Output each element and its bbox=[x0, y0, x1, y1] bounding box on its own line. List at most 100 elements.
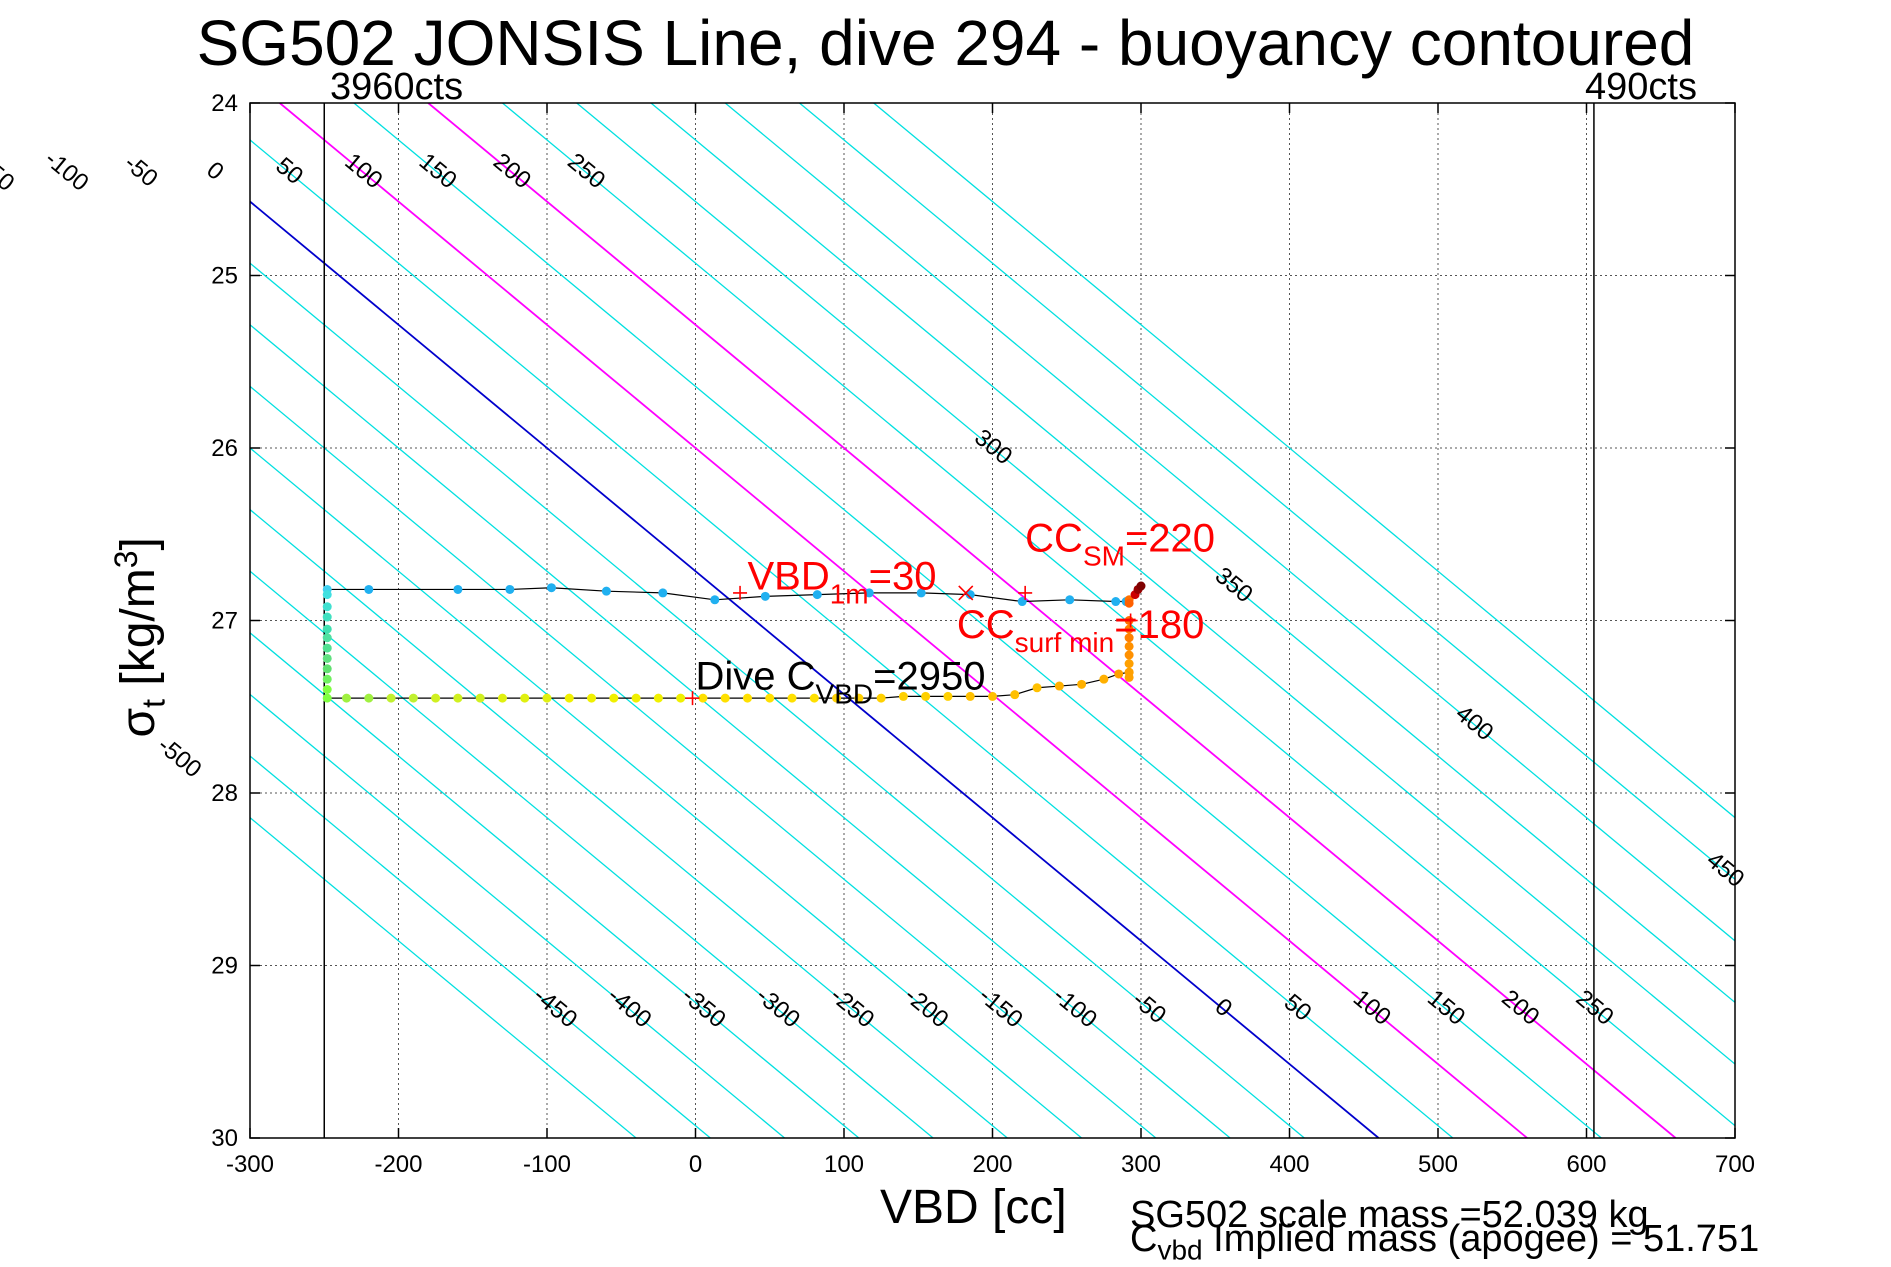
data-point bbox=[520, 693, 530, 703]
y-tick-label: 25 bbox=[211, 263, 238, 290]
contour-line bbox=[250, 693, 786, 1138]
y-axis-label-subscript: t bbox=[135, 698, 172, 708]
contour-line bbox=[650, 103, 1735, 1004]
data-point bbox=[1065, 595, 1075, 605]
annotation-value: =180 bbox=[1114, 603, 1204, 647]
data-point bbox=[631, 693, 641, 703]
data-point bbox=[658, 588, 668, 598]
plus-marker bbox=[685, 691, 700, 706]
data-point bbox=[1077, 679, 1087, 689]
axis-ticks: -300 -200 -100 0 100 200 300 400 500 600 700 24 25 26… bbox=[211, 90, 1755, 1178]
data-point bbox=[1124, 650, 1134, 660]
annotation-value: =2950 bbox=[873, 655, 985, 699]
data-point bbox=[386, 693, 396, 703]
contour-line bbox=[250, 385, 1157, 1138]
data-point bbox=[322, 693, 332, 703]
data-point bbox=[898, 691, 908, 701]
data-point bbox=[812, 590, 822, 600]
data-point bbox=[453, 584, 463, 594]
data-point bbox=[720, 693, 730, 703]
annotation-label: VBD1m=30 bbox=[747, 554, 936, 609]
data-point bbox=[965, 590, 975, 600]
y-tick-label: 28 bbox=[211, 780, 238, 807]
y-tick-label: 30 bbox=[211, 1125, 238, 1152]
annotation-subscript: SM bbox=[1083, 541, 1125, 572]
data-point bbox=[322, 674, 332, 684]
data-point bbox=[1054, 681, 1064, 691]
markers bbox=[685, 585, 1138, 706]
contour-line bbox=[250, 262, 1305, 1138]
contour-line bbox=[250, 139, 1454, 1138]
data-point bbox=[322, 602, 332, 612]
y-tick-label: 27 bbox=[211, 608, 238, 635]
series-line bbox=[327, 587, 1127, 603]
data-point bbox=[876, 693, 886, 703]
plus-marker bbox=[1123, 613, 1138, 628]
y-axis-label-symbol: σ bbox=[111, 707, 165, 738]
contour-line bbox=[250, 816, 637, 1138]
series-bottom bbox=[322, 590, 332, 694]
data-point bbox=[653, 693, 663, 703]
data-point bbox=[765, 693, 775, 703]
contour-line bbox=[799, 103, 1735, 881]
contour-line bbox=[427, 103, 1677, 1138]
y-axis-label-superscript: 3 bbox=[107, 550, 144, 569]
data-point bbox=[601, 586, 611, 596]
data-point bbox=[710, 595, 720, 605]
contour-line bbox=[250, 631, 860, 1138]
contour-lines bbox=[250, 103, 1735, 1138]
annotation-value: =220 bbox=[1125, 517, 1215, 561]
right-counts-label: 490cts bbox=[1585, 66, 1697, 108]
x-axis-label: VBD [cc] bbox=[880, 1181, 1067, 1234]
x-tick-label: 600 bbox=[1566, 1151, 1606, 1178]
data-point bbox=[475, 693, 485, 703]
data-point bbox=[676, 693, 686, 703]
data-point bbox=[322, 685, 332, 694]
data-point bbox=[742, 693, 752, 703]
data-point bbox=[1099, 674, 1109, 684]
x-tick-label: 0 bbox=[689, 1151, 702, 1178]
y-axis-label-unit: [kg/m bbox=[111, 568, 165, 699]
footer-implied-mass-symbol: C bbox=[1130, 1218, 1158, 1260]
data-point bbox=[322, 633, 332, 643]
y-tick-label: 26 bbox=[211, 435, 238, 462]
data-point bbox=[322, 624, 332, 634]
data-point bbox=[921, 691, 931, 701]
data-point bbox=[1032, 683, 1042, 693]
data-point bbox=[1124, 672, 1134, 682]
data-point bbox=[787, 693, 797, 703]
data-point bbox=[364, 693, 374, 703]
footer-implied-mass: Cvbd Implied mass (apogee) = 51.751 bbox=[1130, 1218, 1759, 1267]
annotation-main: CC bbox=[957, 603, 1015, 647]
contour-label: 450 bbox=[1701, 847, 1749, 893]
data-point bbox=[564, 693, 574, 703]
contour-label: -50 bbox=[119, 150, 163, 193]
data-point bbox=[587, 693, 597, 703]
contour-line bbox=[724, 103, 1735, 942]
data-point bbox=[453, 693, 463, 703]
annotation-label: Dive CVBD=2950 bbox=[696, 655, 986, 710]
data-point bbox=[364, 584, 374, 594]
footer-implied-mass-text: Implied mass (apogee) = 51.751 bbox=[1202, 1218, 1760, 1260]
contour-line bbox=[250, 200, 1380, 1138]
contour-label: -150 bbox=[0, 145, 19, 196]
contour-line bbox=[250, 447, 1083, 1138]
data-point bbox=[408, 693, 418, 703]
annotation-subscript: surf min bbox=[1015, 627, 1115, 658]
plus-marker bbox=[1018, 585, 1033, 600]
data-point bbox=[854, 693, 864, 703]
x-tick-label: 100 bbox=[824, 1151, 864, 1178]
y-tick-label: 29 bbox=[211, 953, 238, 980]
data-point bbox=[809, 693, 819, 703]
data-point bbox=[1010, 690, 1020, 700]
data-point bbox=[1124, 641, 1134, 651]
x-tick-label: 500 bbox=[1418, 1151, 1458, 1178]
data-point bbox=[1124, 633, 1134, 643]
annotation-main: VBD bbox=[747, 554, 829, 598]
data-point bbox=[505, 584, 515, 594]
data-point bbox=[1136, 581, 1146, 591]
data-point bbox=[546, 583, 556, 593]
data-point bbox=[497, 693, 507, 703]
